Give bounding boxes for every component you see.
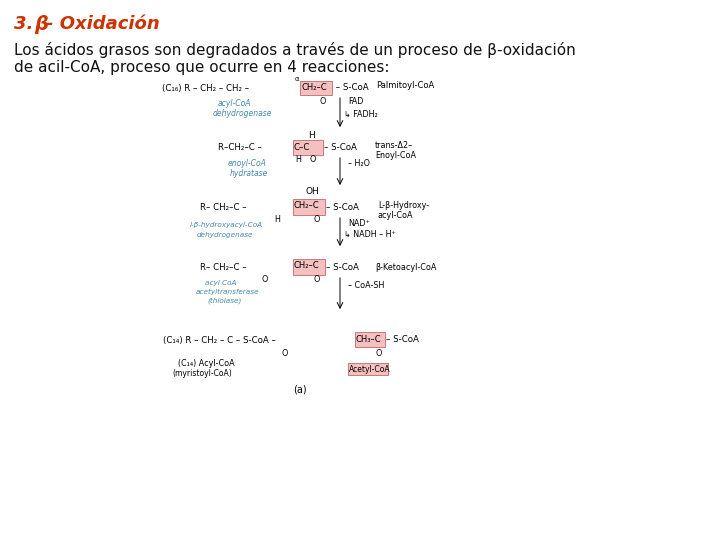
Text: CH₂–C: CH₂–C	[301, 84, 327, 92]
Text: Palmitoyl-CoA: Palmitoyl-CoA	[376, 82, 434, 91]
Text: – CoA-SH: – CoA-SH	[348, 280, 384, 289]
Text: L-β-Hydroxy-: L-β-Hydroxy-	[378, 200, 429, 210]
Text: FAD: FAD	[348, 98, 364, 106]
Bar	[355, 332, 385, 347]
Text: O: O	[309, 156, 315, 165]
Text: Acetyl-CoA: Acetyl-CoA	[349, 364, 391, 374]
Bar	[293, 199, 325, 215]
Text: H: H	[295, 156, 301, 165]
Text: β: β	[34, 15, 48, 34]
Text: OH: OH	[306, 186, 320, 195]
Bar	[293, 140, 323, 155]
Text: R–CH₂–C –: R–CH₂–C –	[218, 144, 262, 152]
Text: acetyltransferase: acetyltransferase	[196, 289, 260, 295]
Bar	[348, 363, 388, 375]
Text: H: H	[308, 131, 315, 139]
Text: – S-CoA: – S-CoA	[326, 202, 359, 212]
Text: α: α	[295, 76, 300, 82]
Text: (C₁₆) R – CH₂ – CH₂ –: (C₁₆) R – CH₂ – CH₂ –	[162, 84, 249, 92]
Text: l-β-hydroxyacyl-CoA: l-β-hydroxyacyl-CoA	[190, 222, 263, 228]
Text: ↳ FADH₂: ↳ FADH₂	[344, 110, 378, 118]
Text: β-Ketoacyl-CoA: β-Ketoacyl-CoA	[375, 262, 436, 272]
Text: trans-Δ2–: trans-Δ2–	[375, 141, 413, 151]
Text: O: O	[376, 348, 382, 357]
Text: R– CH₂–C –: R– CH₂–C –	[200, 262, 247, 272]
Text: (myristoyl-CoA): (myristoyl-CoA)	[172, 368, 232, 377]
Text: dehydrogenase: dehydrogenase	[213, 110, 272, 118]
Text: – S-CoA: – S-CoA	[333, 84, 369, 92]
Text: CH₂–C: CH₂–C	[294, 201, 320, 211]
Text: (a): (a)	[293, 385, 307, 395]
Text: – S-CoA: – S-CoA	[324, 144, 357, 152]
Text: enoyl-CoA: enoyl-CoA	[228, 159, 267, 168]
Text: – H₂O: – H₂O	[348, 159, 370, 168]
Text: Los ácidos grasos son degradados a través de un proceso de β-oxidación: Los ácidos grasos son degradados a travé…	[14, 42, 576, 58]
Text: acyl-CoA: acyl-CoA	[378, 211, 413, 219]
Text: CH₃–C: CH₃–C	[356, 334, 382, 343]
Text: C–C: C–C	[294, 144, 310, 152]
Text: dehydrogenase: dehydrogenase	[197, 232, 253, 238]
Text: ↳ NADH – H⁺: ↳ NADH – H⁺	[344, 230, 396, 239]
Text: Enoyl-CoA: Enoyl-CoA	[375, 152, 416, 160]
Text: acyl CoA: acyl CoA	[205, 280, 236, 286]
Text: – S-CoA: – S-CoA	[386, 335, 419, 345]
Text: - Oxidación: - Oxidación	[46, 15, 160, 33]
Text: de acil-CoA, proceso que ocurre en 4 reacciones:: de acil-CoA, proceso que ocurre en 4 rea…	[14, 60, 390, 75]
Text: (C₁₄) Acyl-CoA: (C₁₄) Acyl-CoA	[178, 360, 235, 368]
Text: CH₂–C: CH₂–C	[294, 261, 320, 271]
Text: (C₁₄) R – CH₂ – C – S-CoA –: (C₁₄) R – CH₂ – C – S-CoA –	[163, 335, 276, 345]
Text: O: O	[313, 275, 320, 285]
Text: NAD⁺: NAD⁺	[348, 219, 370, 227]
Text: H: H	[274, 215, 280, 225]
Text: O: O	[282, 348, 289, 357]
Text: (thiolase): (thiolase)	[207, 298, 241, 305]
Bar	[300, 81, 332, 95]
Text: hydratase: hydratase	[230, 170, 269, 179]
Text: R– CH₂–C –: R– CH₂–C –	[200, 202, 247, 212]
Text: O: O	[262, 275, 269, 285]
Text: 3.: 3.	[14, 15, 40, 33]
Text: O: O	[320, 97, 326, 105]
Text: acyl-CoA: acyl-CoA	[218, 99, 251, 109]
Bar	[293, 259, 325, 275]
Text: – S-CoA: – S-CoA	[326, 262, 359, 272]
Text: O: O	[313, 215, 320, 225]
